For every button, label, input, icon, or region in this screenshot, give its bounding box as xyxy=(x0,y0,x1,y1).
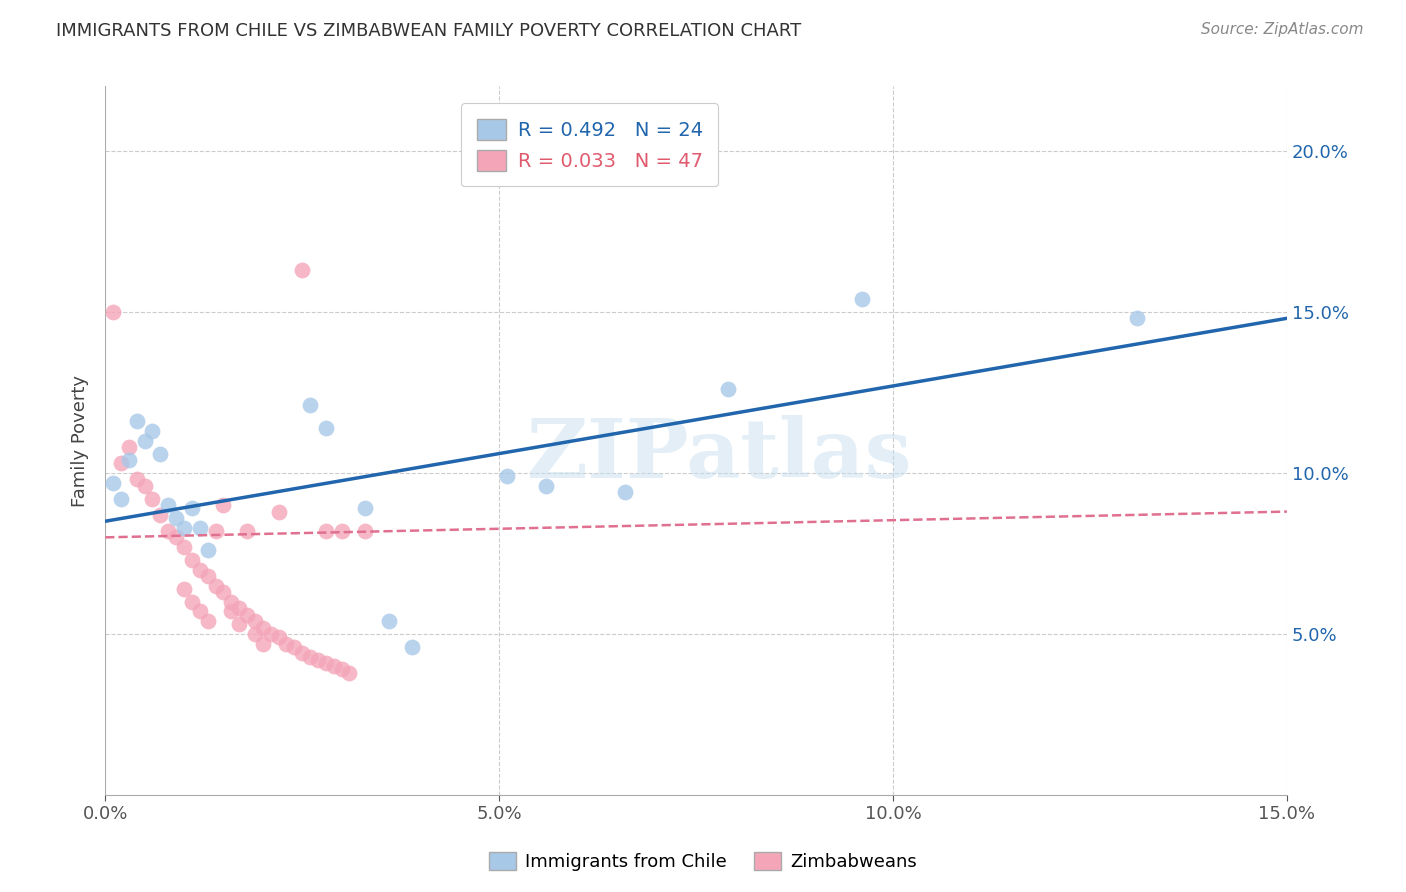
Legend: Immigrants from Chile, Zimbabweans: Immigrants from Chile, Zimbabweans xyxy=(482,845,924,879)
Point xyxy=(173,582,195,596)
Text: ZIPatlas: ZIPatlas xyxy=(527,415,912,495)
Point xyxy=(339,665,361,680)
Point xyxy=(614,485,637,500)
Point xyxy=(134,479,156,493)
Point xyxy=(180,501,202,516)
Point xyxy=(315,656,337,670)
Point xyxy=(173,540,195,554)
Point xyxy=(228,617,250,632)
Point xyxy=(165,511,187,525)
Point xyxy=(299,649,322,664)
Point xyxy=(141,491,163,506)
Point xyxy=(716,382,738,396)
Point xyxy=(125,472,148,486)
Point xyxy=(252,621,274,635)
Point xyxy=(291,646,314,660)
Point xyxy=(851,292,873,306)
Text: IMMIGRANTS FROM CHILE VS ZIMBABWEAN FAMILY POVERTY CORRELATION CHART: IMMIGRANTS FROM CHILE VS ZIMBABWEAN FAMI… xyxy=(56,22,801,40)
Point xyxy=(204,524,226,538)
Point xyxy=(197,614,219,628)
Point xyxy=(204,579,226,593)
Point xyxy=(219,604,242,618)
Point xyxy=(401,640,423,654)
Point xyxy=(180,595,202,609)
Point xyxy=(180,553,202,567)
Point xyxy=(157,524,180,538)
Point xyxy=(236,607,259,622)
Point xyxy=(315,524,337,538)
Point xyxy=(283,640,305,654)
Point xyxy=(173,521,195,535)
Point xyxy=(291,263,314,277)
Legend: R = 0.492   N = 24, R = 0.033   N = 47: R = 0.492 N = 24, R = 0.033 N = 47 xyxy=(461,103,718,186)
Point xyxy=(299,398,322,412)
Point xyxy=(307,653,329,667)
Point xyxy=(149,508,172,522)
Point xyxy=(110,491,132,506)
Point xyxy=(188,521,211,535)
Point xyxy=(197,543,219,558)
Point xyxy=(157,498,180,512)
Point xyxy=(149,447,172,461)
Point xyxy=(243,627,266,641)
Y-axis label: Family Poverty: Family Poverty xyxy=(72,375,89,507)
Point xyxy=(212,585,235,599)
Point xyxy=(188,563,211,577)
Point xyxy=(228,601,250,615)
Point xyxy=(118,453,141,467)
Point xyxy=(141,424,163,438)
Point xyxy=(1126,311,1149,326)
Text: Source: ZipAtlas.com: Source: ZipAtlas.com xyxy=(1201,22,1364,37)
Point xyxy=(260,627,283,641)
Point xyxy=(118,440,141,454)
Point xyxy=(252,637,274,651)
Point xyxy=(330,524,353,538)
Point xyxy=(188,604,211,618)
Point xyxy=(354,501,377,516)
Point xyxy=(165,530,187,544)
Point xyxy=(496,469,519,483)
Point xyxy=(101,305,124,319)
Point xyxy=(315,421,337,435)
Point xyxy=(125,414,148,428)
Point xyxy=(354,524,377,538)
Point xyxy=(212,498,235,512)
Point xyxy=(236,524,259,538)
Point xyxy=(101,475,124,490)
Point xyxy=(536,479,558,493)
Point xyxy=(322,659,344,673)
Point xyxy=(197,569,219,583)
Point xyxy=(276,637,298,651)
Point xyxy=(267,630,290,644)
Point xyxy=(330,662,353,676)
Point xyxy=(267,505,290,519)
Point xyxy=(378,614,401,628)
Point xyxy=(110,456,132,470)
Point xyxy=(134,434,156,448)
Point xyxy=(219,595,242,609)
Point xyxy=(243,614,266,628)
